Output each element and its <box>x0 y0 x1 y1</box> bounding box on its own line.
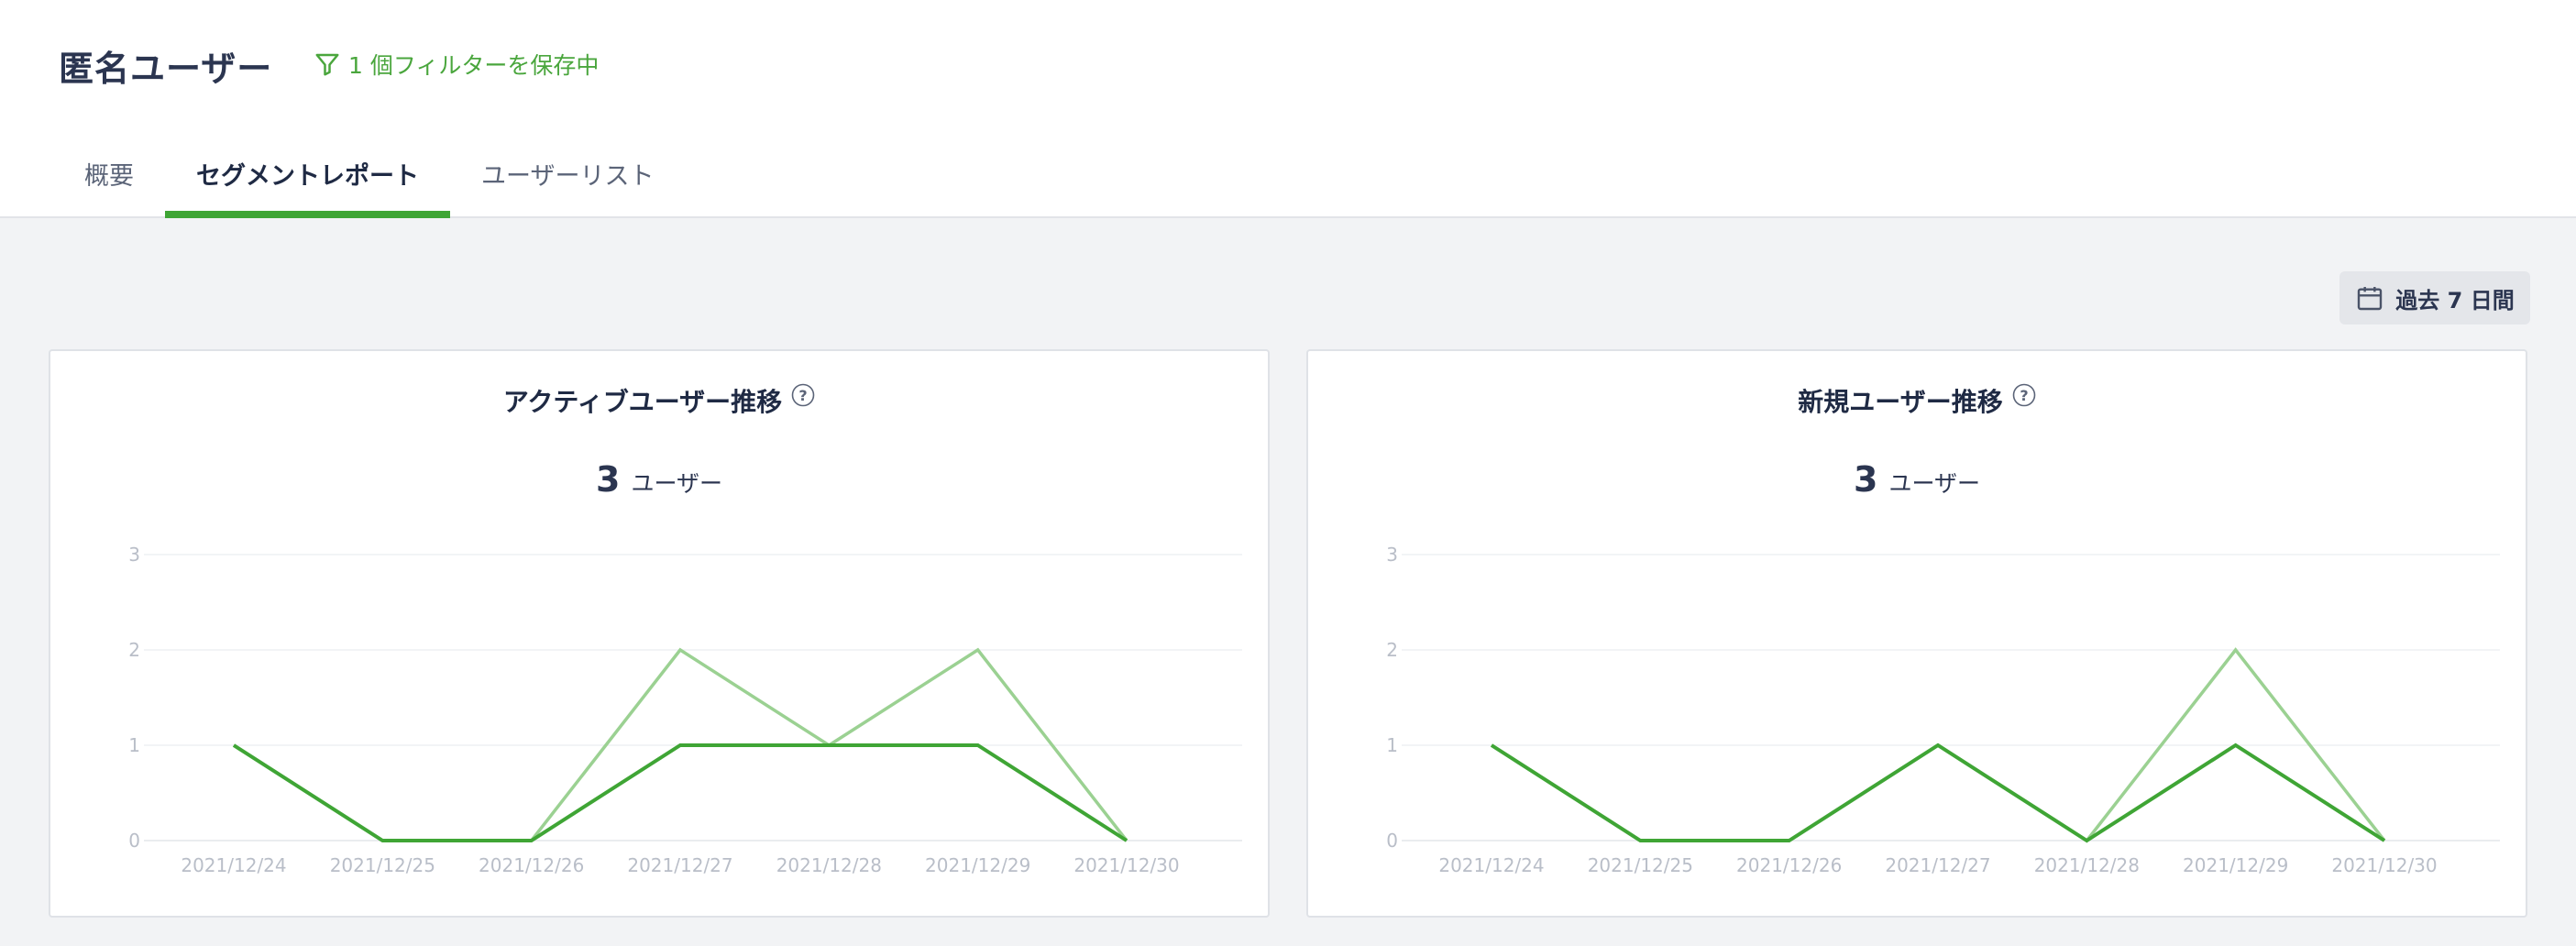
filter-icon <box>315 53 339 76</box>
total-value: 3 <box>1854 459 1878 500</box>
x-tick-label: 2021/12/25 <box>330 854 435 876</box>
x-tick-label: 2021/12/29 <box>2183 854 2288 876</box>
calendar-icon <box>2358 287 2383 311</box>
y-tick-label: 3 <box>1386 544 1398 566</box>
svg-text:?: ? <box>799 387 808 404</box>
x-tick-label: 2021/12/28 <box>2034 854 2140 876</box>
tab-segment-report[interactable]: セグメントレポート <box>165 147 450 218</box>
series-line-1 <box>232 743 1128 842</box>
y-tick-label: 2 <box>128 639 140 661</box>
x-tick-label: 2021/12/29 <box>925 854 1030 876</box>
x-tick-label: 2021/12/24 <box>1438 854 1544 876</box>
active-users-chart: 0 1 2 3 2021/12/24 2021/12/25 2021/12/26 2021/1… <box>128 544 1242 876</box>
page-header: 匿名ユーザー 1 個フィルターを保存中 概要 セグメントレポート ユーザーリスト <box>0 0 2576 218</box>
active-users-card: 0 1 2 3 2021/12/24 2021/12/25 2021/12/26 2021/1… <box>49 349 1270 918</box>
y-tick-label: 1 <box>1386 734 1398 756</box>
y-tick-label: 0 <box>1386 830 1398 852</box>
x-tick-label: 2021/12/25 <box>1588 854 1693 876</box>
series-line-1 <box>1490 742 2386 843</box>
period-label: 過去 7 日間 <box>2395 287 2515 314</box>
tab-overview[interactable]: 概要 <box>84 162 134 191</box>
y-tick-label: 0 <box>128 830 140 852</box>
x-tick-label: 2021/12/27 <box>627 854 732 876</box>
card-title-text: 新規ユーザー推移 <box>1798 387 2003 417</box>
tab-user-list[interactable]: ユーザーリスト <box>481 162 655 191</box>
total-value: 3 <box>596 459 621 500</box>
y-tick-label: 2 <box>1386 639 1398 661</box>
tab-bar: 概要 セグメントレポート ユーザーリスト <box>53 147 685 218</box>
total-unit: ユーザー <box>631 470 722 497</box>
new-users-chart: 0 1 2 3 2021/12/24 2021/12/25 2021/12/26 2021/1… <box>1386 544 2500 876</box>
x-tick-label: 2021/12/30 <box>1073 854 1179 876</box>
saved-filter-link[interactable]: 1 個フィルターを保存中 <box>314 48 599 81</box>
page-title: 匿名ユーザー <box>59 49 273 89</box>
x-tick-label: 2021/12/26 <box>479 854 584 876</box>
card-total: 3 ユーザー <box>50 459 1268 500</box>
svg-text:?: ? <box>2020 387 2028 404</box>
period-selector-button[interactable]: 過去 7 日間 <box>2339 271 2530 324</box>
card-total: 3 ユーザー <box>1308 459 2526 500</box>
x-tick-label: 2021/12/27 <box>1885 854 1990 876</box>
saved-filter-text: 1 個フィルターを保存中 <box>348 52 600 79</box>
y-tick-label: 3 <box>128 544 140 566</box>
x-tick-label: 2021/12/28 <box>776 854 882 876</box>
total-unit: ユーザー <box>1888 470 1980 497</box>
card-title: 新規ユーザー推移 ? <box>1308 382 2526 419</box>
help-icon[interactable]: ? <box>2012 383 2036 407</box>
card-title: アクティブユーザー推移 ? <box>50 382 1268 419</box>
new-users-card: 0 1 2 3 2021/12/24 2021/12/25 2021/12/26 2021/1… <box>1306 349 2527 918</box>
help-icon[interactable]: ? <box>791 383 815 407</box>
x-tick-label: 2021/12/24 <box>181 854 286 876</box>
x-tick-label: 2021/12/26 <box>1736 854 1842 876</box>
y-tick-label: 1 <box>128 734 140 756</box>
x-tick-label: 2021/12/30 <box>2331 854 2437 876</box>
card-title-text: アクティブユーザー推移 <box>502 387 783 417</box>
